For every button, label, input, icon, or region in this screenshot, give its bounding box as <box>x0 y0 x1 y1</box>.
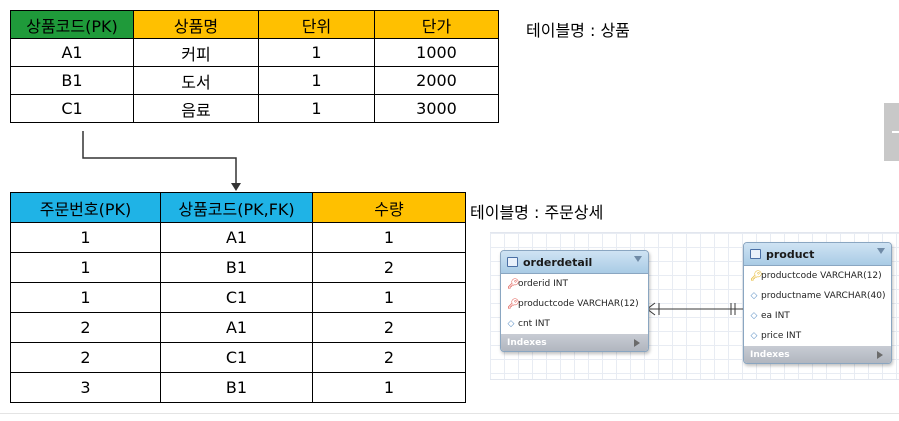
column-label: ea INT <box>761 311 790 321</box>
connector-arrowhead <box>231 183 241 191</box>
product-header-row: 상품코드(PK) 상품명 단위 단가 <box>10 10 499 39</box>
entity-product-header[interactable]: product <box>744 243 891 266</box>
side-collapse-tab[interactable] <box>884 103 899 161</box>
table-cell: B1 <box>10 66 134 95</box>
indexes-label: Indexes <box>750 349 790 360</box>
entity-orderdetail[interactable]: orderdetail 🔑︎ orderid INT 🔑︎ productcod… <box>500 250 649 352</box>
table-cell: A1 <box>10 38 134 67</box>
table-cell: B1 <box>160 372 313 403</box>
entity-column: 🔑︎ productcode VARCHAR(12) <box>501 294 648 314</box>
column-diamond-icon: ◇ <box>750 311 758 321</box>
orderdetail-table: 주문번호(PK) 상품코드(PK,FK) 수량 1 A1 1 1 B1 2 1 … <box>10 192 466 403</box>
chevron-right-icon[interactable] <box>877 351 883 359</box>
table-row: 3 B1 1 <box>10 372 466 403</box>
table-cell: 1 <box>258 66 375 95</box>
entity-orderdetail-title: orderdetail <box>523 255 593 269</box>
column-label: productcode VARCHAR(12) <box>518 299 639 309</box>
er-diagram: orderdetail 🔑︎ orderid INT 🔑︎ productcod… <box>490 232 899 380</box>
table-cell: 2 <box>312 252 466 283</box>
table-cell: C1 <box>160 342 313 373</box>
indexes-section[interactable]: Indexes <box>744 346 891 363</box>
chevron-down-icon[interactable] <box>877 248 885 254</box>
column-label: price INT <box>761 331 802 341</box>
table-cell: 1 <box>10 222 161 253</box>
table-cell: 1 <box>312 222 466 253</box>
table-cell: 2 <box>10 342 161 373</box>
entity-product[interactable]: product 🔑︎ productcode VARCHAR(12) ◇ pro… <box>743 242 892 364</box>
column-label: productcode VARCHAR(12) <box>761 271 882 281</box>
column-label: productname VARCHAR(40) <box>761 291 886 301</box>
column-label: orderid INT <box>518 279 568 289</box>
orderdetail-header-productcode: 상품코드(PK,FK) <box>160 192 313 223</box>
table-cell: 1000 <box>374 38 499 67</box>
table-row: 2 C1 2 <box>10 342 466 373</box>
table-row: A1 커피 1 1000 <box>10 38 499 67</box>
product-header-code: 상품코드(PK) <box>10 10 134 39</box>
table-row: 1 B1 2 <box>10 252 466 283</box>
table-cell: B1 <box>160 252 313 283</box>
table-cell: 2 <box>10 312 161 343</box>
chevron-down-icon[interactable] <box>634 256 642 262</box>
entity-column: ◇ cnt INT <box>501 314 648 334</box>
table-cell: 2000 <box>374 66 499 95</box>
table-cell: 1 <box>10 252 161 283</box>
table-cell: 2 <box>312 342 466 373</box>
orderdetail-header-quantity: 수량 <box>312 192 466 223</box>
entity-column: ◇ price INT <box>744 326 891 346</box>
entity-column: 🔑︎ productcode VARCHAR(12) <box>744 266 891 286</box>
table-row: 1 C1 1 <box>10 282 466 313</box>
divider <box>0 413 899 414</box>
table-cell: 3000 <box>374 94 499 123</box>
column-diamond-icon: ◇ <box>750 291 758 301</box>
er-relationship-line <box>500 302 743 316</box>
table-cell: 2 <box>312 312 466 343</box>
indexes-label: Indexes <box>507 337 547 348</box>
table-cell: A1 <box>160 312 313 343</box>
table-icon <box>750 249 761 259</box>
orderdetail-table-caption: 테이블명 : 주문상세 <box>470 203 604 222</box>
product-header-name: 상품명 <box>133 10 259 39</box>
table-icon <box>507 257 518 267</box>
table-cell: C1 <box>160 282 313 313</box>
table-cell: C1 <box>10 94 134 123</box>
column-label: cnt INT <box>518 319 550 329</box>
column-diamond-icon: ◇ <box>750 331 758 341</box>
indexes-section[interactable]: Indexes <box>501 334 648 351</box>
table-row: 1 A1 1 <box>10 222 466 253</box>
entity-column: 🔑︎ orderid INT <box>501 274 648 294</box>
entity-column: ◇ productname VARCHAR(40) <box>744 286 891 306</box>
product-header-unit: 단위 <box>258 10 375 39</box>
entity-product-title: product <box>766 247 815 261</box>
primary-key-icon: 🔑︎ <box>507 298 520 310</box>
chevron-right-icon[interactable] <box>634 339 640 347</box>
table-cell: 1 <box>10 282 161 313</box>
table-cell: A1 <box>160 222 313 253</box>
table-cell: 1 <box>258 38 375 67</box>
primary-key-icon: 🔑︎ <box>507 278 520 290</box>
table-row: 2 A1 2 <box>10 312 466 343</box>
table-cell: 음료 <box>133 94 259 123</box>
entity-column: ◇ ea INT <box>744 306 891 326</box>
table-row: C1 음료 1 3000 <box>10 94 499 123</box>
primary-key-icon: 🔑︎ <box>750 270 763 282</box>
table-cell: 커피 <box>133 38 259 67</box>
connector-line <box>82 131 237 184</box>
table-row: B1 도서 1 2000 <box>10 66 499 95</box>
table-cell: 도서 <box>133 66 259 95</box>
orderdetail-header-orderno: 주문번호(PK) <box>10 192 161 223</box>
column-diamond-icon: ◇ <box>507 319 515 329</box>
product-table-caption: 테이블명 : 상품 <box>526 21 630 40</box>
table-cell: 3 <box>10 372 161 403</box>
product-header-price: 단가 <box>374 10 499 39</box>
table-cell: 1 <box>312 282 466 313</box>
entity-orderdetail-header[interactable]: orderdetail <box>501 251 648 274</box>
table-cell: 1 <box>258 94 375 123</box>
table-cell: 1 <box>312 372 466 403</box>
orderdetail-header-row: 주문번호(PK) 상품코드(PK,FK) 수량 <box>10 192 466 223</box>
product-table: 상품코드(PK) 상품명 단위 단가 A1 커피 1 1000 B1 도서 1 … <box>10 10 499 123</box>
